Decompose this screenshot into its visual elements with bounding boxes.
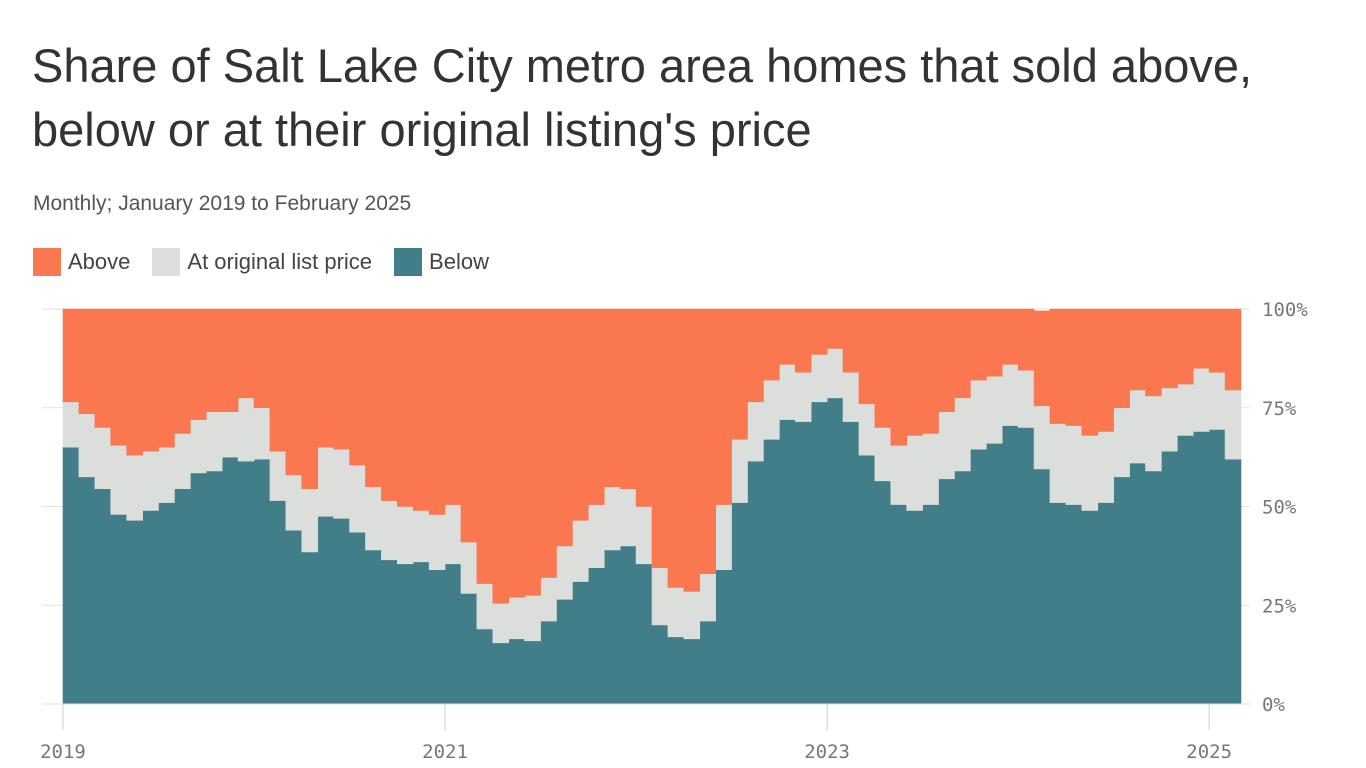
legend-swatch-above [33,248,61,276]
chart-title: Share of Salt Lake City metro area homes… [32,39,1253,156]
legend-label-at-list: At original list price [187,249,373,274]
legend-swatch-below [394,248,423,276]
x-tick-label: 2025 [1186,741,1232,763]
legend: Above At original list price Below [33,248,511,276]
x-tick-label: 2023 [804,741,850,763]
y-tick-label: 50% [1262,497,1297,519]
area-series [62,308,1242,705]
axes: 0% 25% 50% 75% 100% 2019 2021 2023 2025 [40,299,1308,763]
y-tick-label: 100% [1262,299,1308,321]
chart-subtitle: Monthly; January 2019 to February 2025 [33,192,412,215]
legend-label-above: Above [68,249,131,274]
legend-label-below: Below [429,249,489,274]
x-tick-label: 2021 [422,741,468,763]
y-tick-label: 25% [1262,595,1297,617]
legend-item-above: Above [33,248,130,276]
area-series-above [62,308,1242,604]
legend-item-at-list: At original list price [152,248,372,276]
y-tick-label: 0% [1262,694,1285,716]
x-tick-label: 2019 [40,741,86,763]
legend-item-below: Below [394,248,489,276]
legend-swatch-at-list [152,248,181,276]
y-tick-label: 75% [1262,398,1297,420]
